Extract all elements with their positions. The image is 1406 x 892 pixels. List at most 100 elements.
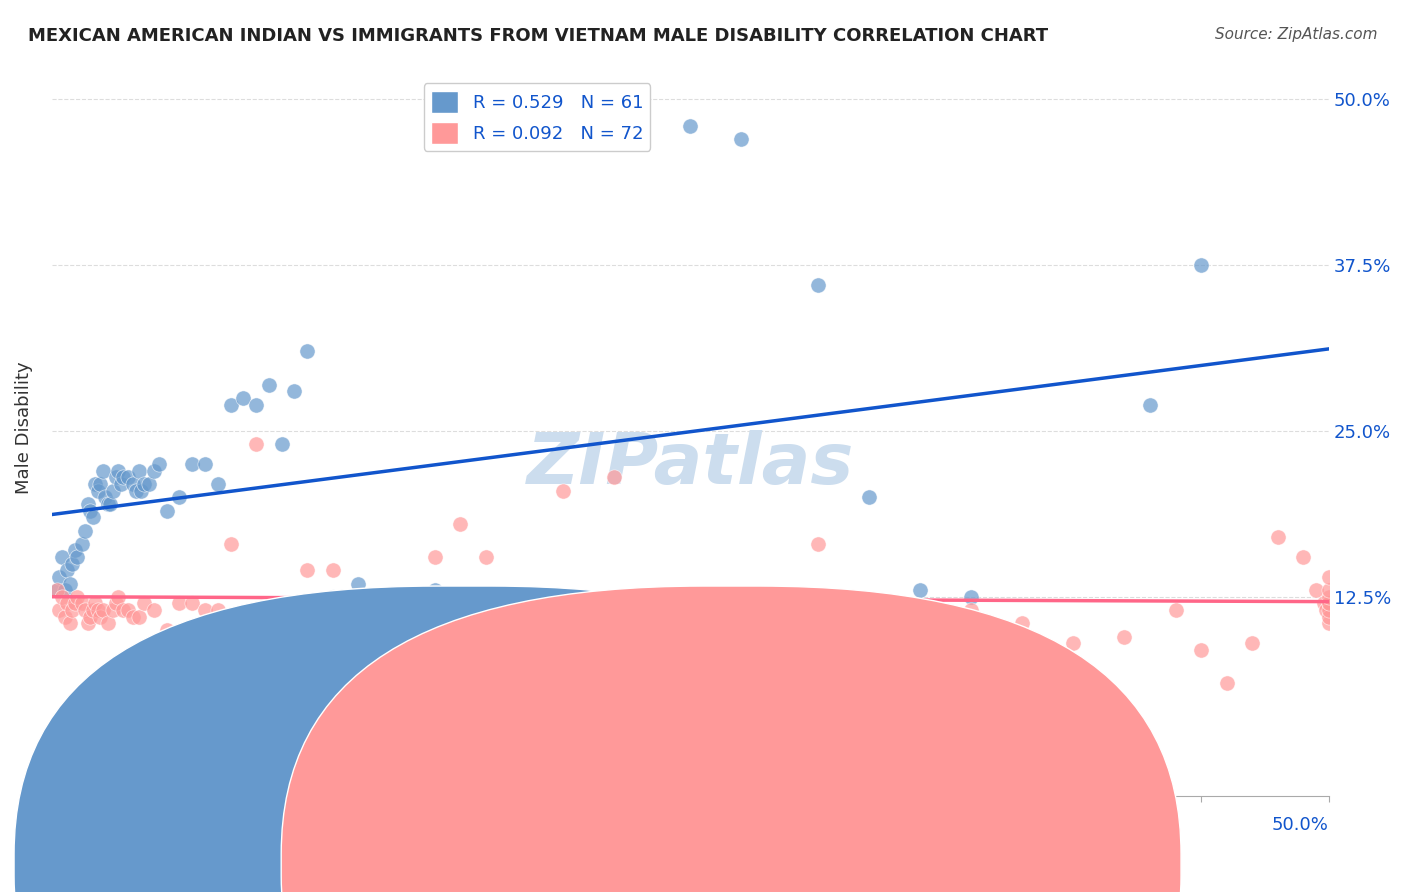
Point [107,590,129,604]
Point [194,603,217,617]
Point [1315,603,1337,617]
Point [475,550,498,565]
Point [100,497,122,511]
Point [82,510,104,524]
Point [373,603,395,617]
Point [110,477,132,491]
Point [960,603,983,617]
Point [207,477,229,491]
Point [1215,676,1237,690]
Point [53,609,76,624]
Point [48,570,70,584]
Point [76,497,98,511]
Point [48,603,70,617]
Point [97,616,120,631]
Point [1317,616,1340,631]
Point [56,597,79,611]
Point [475,636,498,650]
Point [128,464,150,478]
Point [148,457,170,471]
Point [1114,630,1136,644]
Point [97,497,120,511]
Point [87,483,110,498]
Point [270,597,292,611]
Point [45,583,67,598]
Point [245,397,267,411]
Point [1267,530,1289,544]
Point [101,603,124,617]
Point [51,550,73,565]
Point [73,524,96,538]
Point [1062,636,1084,650]
Point [132,477,155,491]
Point [283,384,305,399]
Point [91,603,114,617]
Point [245,437,267,451]
Point [169,491,191,505]
Text: MEXICAN AMERICAN INDIAN VS IMMIGRANTS FROM VIETNAM MALE DISABILITY CORRELATION C: MEXICAN AMERICAN INDIAN VS IMMIGRANTS FR… [28,27,1049,45]
Point [908,583,931,598]
Point [125,483,148,498]
Point [398,603,420,617]
Point [76,616,98,631]
Point [322,590,344,604]
Point [63,597,86,611]
Point [87,603,110,617]
Point [232,391,254,405]
Point [181,597,204,611]
Point [72,537,94,551]
Point [94,491,117,505]
Point [1164,603,1187,617]
Point [142,464,165,478]
Point [322,563,344,577]
Point [138,477,160,491]
Point [807,537,830,551]
Point [122,609,145,624]
Point [1317,603,1340,617]
Point [257,377,280,392]
Text: Mexican American Indians: Mexican American Indians [416,856,652,874]
Point [194,457,217,471]
Point [53,583,76,598]
Point [101,483,124,498]
Point [1317,609,1340,624]
Point [1189,258,1212,272]
Text: Immigrants from Vietnam: Immigrants from Vietnam [686,856,917,874]
Point [295,344,318,359]
Point [79,503,101,517]
Point [1317,597,1340,611]
Point [60,557,83,571]
Point [347,590,370,604]
Point [107,464,129,478]
Point [449,516,471,531]
Point [73,603,96,617]
Point [270,437,292,451]
Point [679,616,702,631]
Point [730,616,752,631]
Point [1305,583,1327,598]
Point [1317,590,1340,604]
Point [1241,636,1264,650]
Point [112,470,135,484]
Point [219,397,242,411]
Text: 50.0%: 50.0% [1272,816,1329,834]
Point [60,603,83,617]
Point [112,603,135,617]
Point [1189,643,1212,657]
Point [117,603,139,617]
Point [858,603,880,617]
Point [551,483,574,498]
Text: 0.0%: 0.0% [52,816,97,834]
Text: Source: ZipAtlas.com: Source: ZipAtlas.com [1215,27,1378,42]
Point [449,649,471,664]
Point [207,603,229,617]
Point [84,597,107,611]
Point [79,609,101,624]
Point [960,590,983,604]
Point [295,563,318,577]
Point [1317,583,1340,598]
Point [908,603,931,617]
Point [59,576,82,591]
Point [104,470,127,484]
Text: ZIPatlas: ZIPatlas [527,430,853,499]
